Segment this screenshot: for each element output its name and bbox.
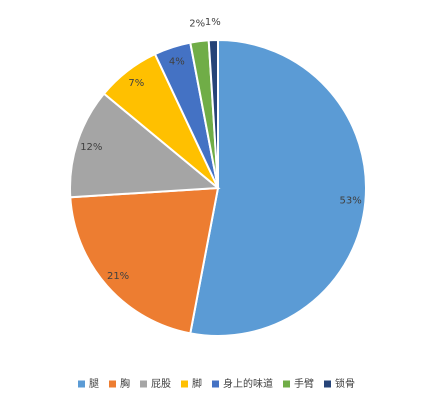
data-label: 2%	[189, 18, 205, 29]
legend-swatch	[212, 380, 219, 388]
legend-swatch	[283, 380, 290, 388]
data-label: 1%	[205, 17, 221, 28]
legend-swatch	[109, 380, 116, 388]
pie-slice	[207, 38, 219, 189]
pie-slice	[69, 92, 221, 199]
legend-label: 胸	[120, 377, 130, 390]
data-label: 7%	[128, 78, 144, 89]
data-label: 12%	[80, 142, 102, 153]
data-label: 53%	[339, 196, 361, 207]
legend-label: 身上的味道	[223, 377, 273, 390]
data-label: 4%	[169, 56, 185, 67]
pie-slice	[189, 38, 367, 337]
data-label: 21%	[107, 271, 129, 282]
pie-slice	[69, 186, 220, 335]
legend-label: 脚	[192, 377, 202, 390]
legend-label: 手臂	[294, 377, 314, 390]
legend-label: 屁股	[151, 378, 171, 390]
legend-label: 腿	[89, 378, 99, 390]
legend-swatch	[140, 380, 147, 388]
legend-swatch	[324, 380, 331, 388]
legend-swatch	[181, 380, 188, 388]
legend-label: 锁骨	[335, 377, 355, 390]
legend-swatch	[78, 380, 85, 388]
